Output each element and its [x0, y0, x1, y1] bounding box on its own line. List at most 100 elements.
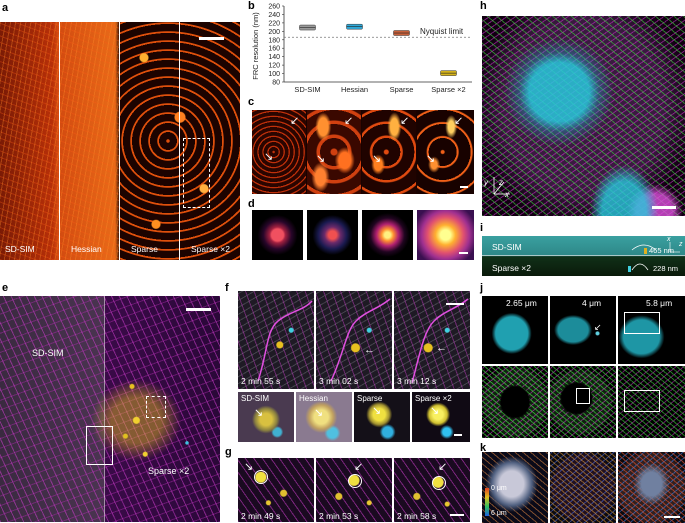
panel-f-method-label-sparse: Sparse: [357, 394, 383, 403]
panel-f-time-3: 3 min 12 s: [397, 376, 437, 386]
category-label: Sparse ×2: [431, 85, 465, 94]
y-tick-label: 240: [268, 12, 280, 19]
scale-bar: [186, 308, 211, 311]
panel-letter-d: d: [248, 198, 255, 210]
panel-e-label-sdsim: SD-SIM: [32, 348, 64, 358]
depth-max-label: 6 μm: [491, 510, 507, 517]
panel-letter-h: h: [480, 0, 487, 12]
panel-j-depth-1: 2.65 μm: [506, 298, 537, 308]
y-tick-label: 260: [268, 4, 280, 11]
axis-z-label: z: [499, 178, 503, 187]
panel-letter-f: f: [225, 282, 229, 294]
panel-d-psf-sdsim: [252, 210, 303, 260]
arrow-icon: ↘: [372, 153, 382, 165]
panel-a-label-hessian: Hessian: [71, 244, 102, 254]
arrow-icon: ↙: [344, 115, 354, 127]
panel-i-axis-x: x: [667, 236, 671, 243]
arrow-icon: ↙: [290, 115, 300, 127]
panel-a-sparse-region: [120, 22, 240, 260]
panel-letter-g: g: [225, 446, 232, 458]
arrow-icon: ↙: [354, 461, 364, 473]
scale-bar: [446, 303, 464, 305]
panel-i-divider: [482, 255, 685, 256]
panel-g-frame-3: ↙: [394, 458, 470, 522]
panel-i-image: [482, 236, 685, 276]
panel-g-time-1: 2 min 49 s: [241, 511, 281, 521]
panel-k-image-2: [550, 452, 616, 523]
zoom-region-box: [146, 396, 166, 418]
target-circle: [432, 476, 446, 490]
panel-letter-c: c: [248, 96, 255, 108]
panel-f-method-sparse: [354, 392, 410, 442]
panel-a-image: [0, 22, 240, 260]
panel-j-depth-3: 5.8 μm: [646, 298, 673, 308]
arrow-icon: ↙: [438, 461, 448, 473]
arrow-icon: ↘: [372, 405, 382, 417]
panel-c-image: ↙ ↘ ↙ ↘ ↙ ↘ ↙ ↘: [252, 110, 474, 194]
arrow-icon: ↘: [430, 405, 440, 417]
arrow-icon: ↘: [254, 407, 264, 419]
panel-i-measure-top: 465 nm: [649, 246, 675, 255]
panel-f-time-1: 2 min 55 s: [241, 376, 281, 386]
panel-k-image-3: [618, 452, 685, 523]
scale-bar: [664, 516, 680, 518]
zoom-region-box: [576, 388, 590, 404]
panel-a-divider: [59, 22, 60, 260]
panel-a-divider: [119, 22, 120, 260]
y-axis-label: FRC resolution (nm): [251, 12, 260, 80]
depth-colorbar: [485, 488, 489, 516]
y-tick-label: 80: [272, 80, 280, 87]
axes-icon: [493, 177, 510, 195]
arrow-icon: ←: [436, 342, 447, 354]
panel-f-frame-1: [238, 291, 314, 389]
panel-letter-k: k: [480, 442, 487, 454]
panel-e-image: [0, 296, 220, 522]
arrow-icon: ↙: [454, 115, 464, 127]
trajectory-line: [411, 298, 469, 384]
panel-c-sparse-x2: [417, 110, 474, 194]
profile-marker: [628, 266, 631, 272]
zoom-region-box: [624, 312, 660, 334]
axis-x-label: x: [505, 190, 509, 199]
panel-f-method-sdsim: [238, 392, 294, 442]
panel-d-psf-sparse-x2: [417, 210, 474, 260]
arrow-icon: ←: [364, 344, 375, 356]
panel-letter-e: e: [2, 282, 9, 294]
panel-i-label-sdsim: SD-SIM: [492, 242, 522, 252]
target-circle: [348, 474, 362, 488]
panel-j-top-1: [482, 296, 548, 364]
panel-letter-b: b: [248, 0, 255, 12]
panel-g-frame-1: ↘: [238, 458, 314, 522]
y-tick-label: 200: [268, 29, 280, 36]
scale-bar: [454, 434, 462, 436]
panel-g-time-3: 2 min 58 s: [397, 511, 437, 521]
arrow-icon: ↘: [314, 407, 324, 419]
y-tick-label: 100: [268, 71, 280, 78]
panel-j-bottom-1: [482, 366, 548, 438]
panel-j-top-3: [618, 296, 685, 364]
panel-a-label-sparse-x2: Sparse ×2: [191, 244, 230, 254]
panel-c-sdsim: [252, 110, 306, 194]
panel-letter-a: a: [2, 2, 9, 14]
panel-e-label-sparse-x2: Sparse ×2: [148, 466, 190, 476]
y-tick-label: 140: [268, 54, 280, 61]
scale-bar: [199, 37, 224, 40]
category-label: Sparse: [390, 85, 414, 94]
panel-letter-j: j: [480, 282, 484, 294]
panel-i-axis-z: z: [679, 241, 683, 248]
y-tick-label: 220: [268, 20, 280, 27]
scale-bar: [459, 252, 468, 254]
panel-j-depth-2: 4 μm: [582, 298, 602, 308]
panel-e-divider: [104, 296, 105, 522]
category-label: Hessian: [341, 85, 368, 94]
panel-j-top-2: [550, 296, 616, 364]
y-tick-label: 120: [268, 63, 280, 70]
zoom-region-box: [624, 390, 660, 412]
y-tick-label: 160: [268, 46, 280, 53]
trajectory-line: [257, 300, 313, 382]
arrow-icon: ↘: [426, 153, 436, 165]
panel-i-measure-bottom: 228 nm: [653, 264, 679, 273]
category-label: SD-SIM: [294, 85, 320, 94]
panel-f-method-label-sdsim: SD-SIM: [241, 394, 269, 403]
panel-h-image: [482, 16, 685, 216]
